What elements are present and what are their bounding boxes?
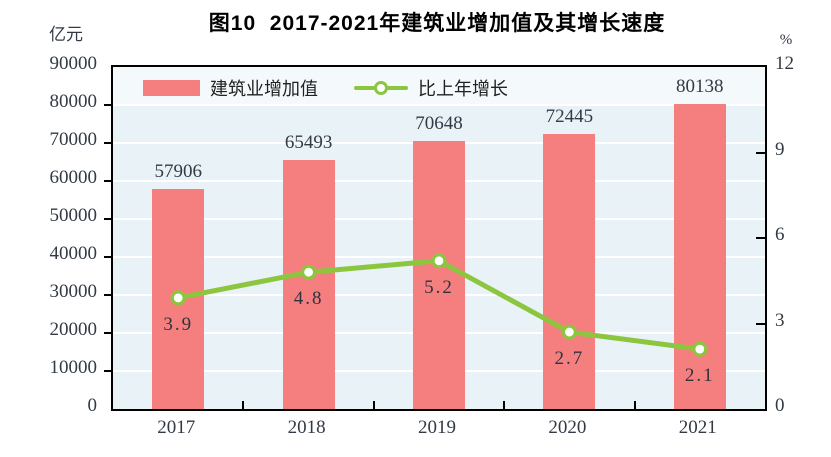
- data-point-marker: [692, 341, 708, 357]
- x-axis-category-label: 2021: [678, 417, 717, 438]
- bar: [543, 133, 596, 409]
- data-point-marker: [170, 290, 186, 306]
- bar-value-label: 65493: [284, 132, 333, 154]
- left-axis-tick: [104, 180, 113, 182]
- left-axis-tick-label: 0: [87, 395, 98, 416]
- bar: [673, 104, 726, 409]
- left-axis-tick-label: 80000: [49, 91, 98, 112]
- line-value-label: 3.9: [163, 313, 194, 335]
- x-axis-category-label: 2020: [548, 417, 587, 438]
- chart-title: 图10 2017-2021年建筑业增加值及其增长速度: [208, 12, 666, 35]
- bar-value-label: 80138: [676, 76, 724, 98]
- plot-area: 3.9 4.8 5.2 2.7 2.1 57906 65493 70648 72445 8013…: [104, 65, 767, 411]
- right-axis-tick-label: 6: [775, 224, 785, 245]
- gridline: [113, 104, 765, 106]
- left-axis-tick-label: 30000: [49, 281, 98, 302]
- x-axis-tick: [372, 401, 375, 409]
- left-axis-tick: [104, 104, 113, 106]
- line-value-label: 2.1: [684, 365, 715, 387]
- line-value-label: 5.2: [424, 276, 454, 298]
- left-axis-tick: [104, 370, 113, 372]
- right-axis-tick-label: 12: [775, 53, 794, 74]
- bar-value-label: 72445: [545, 105, 594, 127]
- data-point-marker: [301, 264, 317, 280]
- left-axis-tick: [104, 294, 113, 296]
- data-point-marker: [561, 324, 577, 340]
- left-axis-tick-label: 60000: [49, 167, 98, 188]
- right-axis-tick-label: 9: [775, 138, 785, 160]
- left-axis-tick-label: 70000: [49, 129, 98, 150]
- data-point-marker: [431, 253, 447, 269]
- left-axis-tick-label: 40000: [49, 243, 98, 264]
- bar-value-label: 70648: [415, 112, 463, 134]
- x-axis-tick: [242, 401, 245, 409]
- right-axis-unit-label: %: [779, 32, 793, 48]
- legend-bar-label: 建筑业增加值: [210, 79, 318, 99]
- left-axis-tick-label: 20000: [49, 319, 98, 340]
- bar-value-label: 57906: [154, 160, 202, 182]
- growth-line-layer: [170, 253, 708, 357]
- left-axis-tick: [104, 332, 113, 334]
- left-axis-tick-label: 10000: [49, 357, 98, 378]
- bar: [413, 140, 465, 409]
- right-axis-tick: [756, 151, 765, 154]
- left-axis-tick-label: 50000: [49, 205, 98, 226]
- right-axis-tick: [756, 237, 765, 239]
- left-axis-tick: [104, 218, 113, 220]
- legend-line-label: 比上年增长: [418, 79, 508, 99]
- x-axis-category-label: 2019: [418, 417, 456, 438]
- right-axis-tick: [756, 322, 765, 325]
- left-axis-tick: [104, 256, 113, 258]
- x-axis-tick: [503, 401, 506, 409]
- line-value-label: 2.7: [554, 348, 585, 370]
- left-axis-tick-label: 90000: [49, 53, 98, 74]
- bar: [282, 160, 335, 409]
- right-axis-tick-label: 3: [775, 309, 785, 331]
- left-axis-tick: [104, 142, 113, 144]
- right-axis-tick-label: 0: [775, 395, 785, 416]
- x-axis-tick: [633, 401, 636, 409]
- left-axis-unit-label: 亿元: [49, 25, 83, 44]
- legend: 建筑业增加值 比上年增长: [143, 75, 508, 101]
- x-axis-category-label: 2017: [157, 417, 196, 438]
- legend-line-marker-icon: [374, 81, 388, 95]
- plot-top-band: [113, 67, 765, 105]
- legend-bar-swatch: [143, 80, 200, 96]
- legend-line-swatch: [354, 80, 408, 96]
- x-axis-category-label: 2018: [287, 417, 326, 438]
- growth-line: [177, 258, 701, 352]
- line-value-label: 4.8: [293, 288, 324, 310]
